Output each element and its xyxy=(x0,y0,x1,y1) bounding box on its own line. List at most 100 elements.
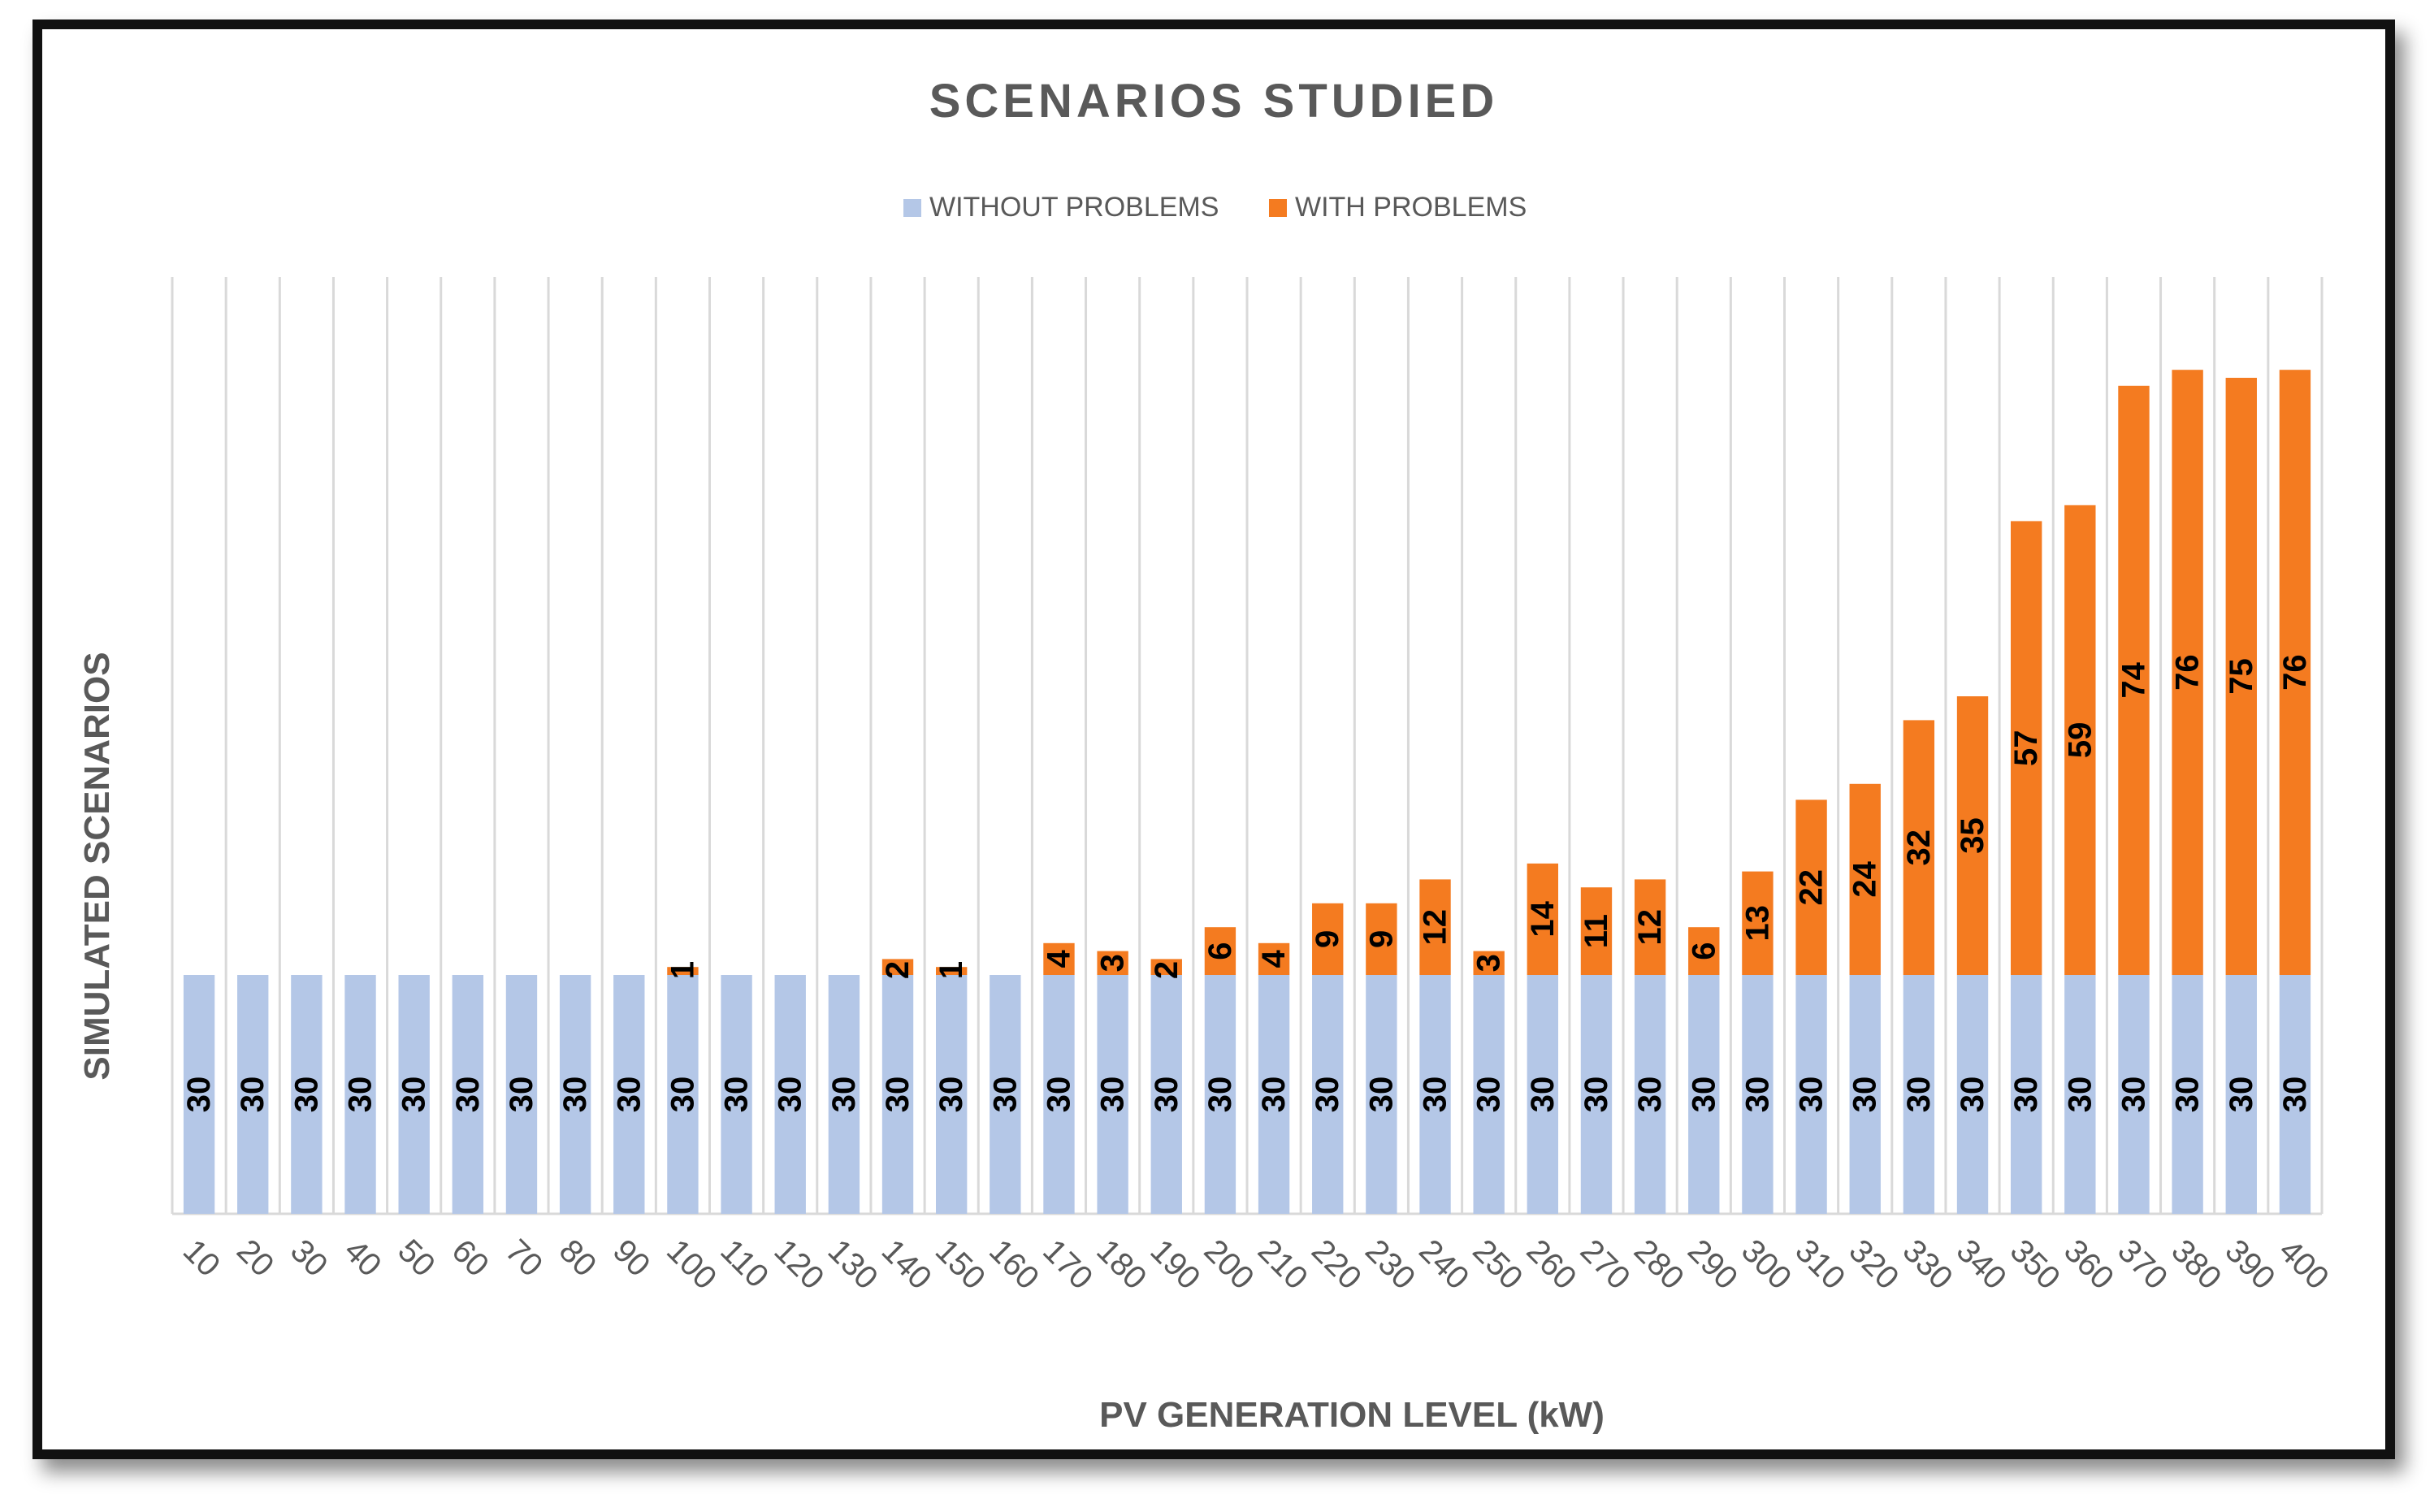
data-label-without-problems-380: 30 xyxy=(2170,1077,2206,1113)
data-label-without-problems-70: 30 xyxy=(504,1077,539,1113)
bar-without-problems-300 xyxy=(1742,975,1774,1214)
data-label-with-problems-180: 3 xyxy=(1095,954,1131,972)
bar-with-problems-300 xyxy=(1742,871,1774,975)
data-label-without-problems-370: 30 xyxy=(2116,1077,2151,1113)
bar-without-problems-370 xyxy=(2118,975,2150,1214)
bar-without-problems-20 xyxy=(237,975,269,1214)
data-label-with-problems-170: 4 xyxy=(1041,950,1076,968)
data-label-without-problems-210: 30 xyxy=(1256,1077,1292,1113)
x-tick-label-340: 340 xyxy=(1950,1233,2013,1296)
data-label-without-problems-260: 30 xyxy=(1525,1077,1561,1113)
bar-without-problems-70 xyxy=(505,975,538,1214)
bar-with-problems-340 xyxy=(1956,696,1989,975)
data-label-without-problems-160: 30 xyxy=(987,1077,1023,1113)
data-label-without-problems-320: 30 xyxy=(1847,1077,1883,1113)
data-label-with-problems-290: 6 xyxy=(1686,942,1722,960)
bar-without-problems-150 xyxy=(935,975,968,1214)
bar-without-problems-180 xyxy=(1097,975,1128,1214)
data-label-without-problems-290: 30 xyxy=(1686,1077,1722,1113)
bar-without-problems-220 xyxy=(1312,975,1344,1214)
chart-title: SCENARIOS STUDIED xyxy=(929,75,1499,128)
data-label-without-problems-250: 30 xyxy=(1471,1077,1507,1113)
bar-with-problems-220 xyxy=(1312,903,1344,975)
bar-with-problems-140 xyxy=(881,959,914,975)
bar-with-problems-270 xyxy=(1580,887,1613,975)
chart-frame: SCENARIOS STUDIED WITHOUT PROBLEMS WITH … xyxy=(32,19,2395,1459)
bar-without-problems-120 xyxy=(774,975,806,1214)
bar-with-problems-100 xyxy=(667,967,699,975)
bars xyxy=(183,370,2311,1214)
data-label-without-problems-40: 30 xyxy=(343,1077,379,1113)
bar-with-problems-250 xyxy=(1473,951,1505,975)
x-tick-label-320: 320 xyxy=(1842,1233,1905,1296)
bar-with-problems-320 xyxy=(1849,783,1881,975)
bar-without-problems-330 xyxy=(1903,975,1935,1214)
x-tick-label-360: 360 xyxy=(2057,1233,2120,1296)
data-label-without-problems-200: 30 xyxy=(1202,1077,1238,1113)
bar-without-problems-240 xyxy=(1419,975,1451,1214)
bar-without-problems-170 xyxy=(1043,975,1075,1214)
x-tick-label-370: 370 xyxy=(2111,1233,2174,1296)
bar-with-problems-280 xyxy=(1634,879,1666,975)
bar-with-problems-400 xyxy=(2279,370,2311,975)
bar-without-problems-280 xyxy=(1634,975,1666,1214)
x-tick-label-260: 260 xyxy=(1519,1233,1583,1296)
bar-without-problems-340 xyxy=(1956,975,1989,1214)
data-label-without-problems-80: 30 xyxy=(557,1077,593,1113)
legend-label-with-problems: WITH PROBLEMS xyxy=(1295,192,1527,223)
bar-with-problems-380 xyxy=(2172,370,2203,975)
x-tick-label-120: 120 xyxy=(767,1233,830,1296)
bar-without-problems-160 xyxy=(990,975,1021,1214)
data-label-with-problems-300: 13 xyxy=(1739,905,1775,942)
bar-without-problems-270 xyxy=(1580,975,1613,1214)
x-tick-label-40: 40 xyxy=(337,1233,388,1284)
bar-with-problems-170 xyxy=(1043,942,1075,975)
bar-with-problems-260 xyxy=(1527,863,1559,975)
x-tick-label-400: 400 xyxy=(2272,1233,2336,1296)
legend: WITHOUT PROBLEMS WITH PROBLEMS xyxy=(903,192,1527,223)
x-tick-label-190: 190 xyxy=(1143,1233,1206,1296)
data-label-without-problems-140: 30 xyxy=(880,1077,916,1113)
bar-without-problems-40 xyxy=(344,975,376,1214)
data-label-without-problems-340: 30 xyxy=(1955,1077,1990,1113)
bar-without-problems-320 xyxy=(1849,975,1881,1214)
data-label-without-problems-90: 30 xyxy=(611,1077,647,1113)
x-tick-label-220: 220 xyxy=(1305,1233,1368,1296)
x-tick-label-130: 130 xyxy=(821,1233,885,1296)
bar-without-problems-210 xyxy=(1258,975,1290,1214)
x-tick-label-350: 350 xyxy=(2003,1233,2067,1296)
data-label-without-problems-300: 30 xyxy=(1739,1077,1775,1113)
data-label-without-problems-100: 30 xyxy=(665,1077,700,1113)
bar-without-problems-310 xyxy=(1795,975,1827,1214)
x-tick-label-230: 230 xyxy=(1358,1233,1422,1296)
x-tick-label-160: 160 xyxy=(982,1233,1046,1296)
bar-with-problems-310 xyxy=(1795,799,1827,975)
data-label-without-problems-60: 30 xyxy=(450,1077,486,1113)
data-label-with-problems-310: 22 xyxy=(1794,869,1830,906)
x-tick-label-100: 100 xyxy=(660,1233,723,1296)
data-label-without-problems-330: 30 xyxy=(1901,1077,1937,1113)
data-label-without-problems-180: 30 xyxy=(1095,1077,1131,1113)
data-label-with-problems-330: 32 xyxy=(1901,830,1937,865)
x-tick-label-20: 20 xyxy=(230,1233,281,1284)
bar-with-problems-230 xyxy=(1366,903,1397,975)
data-label-with-problems-150: 1 xyxy=(933,961,969,979)
data-label-without-problems-390: 30 xyxy=(2224,1077,2259,1113)
x-tick-label-390: 390 xyxy=(2218,1233,2281,1296)
legend-label-without-problems: WITHOUT PROBLEMS xyxy=(929,192,1219,223)
bar-without-problems-260 xyxy=(1527,975,1559,1214)
bar-with-problems-390 xyxy=(2225,378,2257,975)
bar-without-problems-100 xyxy=(667,975,699,1214)
bar-with-problems-210 xyxy=(1258,942,1290,975)
data-label-without-problems-10: 30 xyxy=(181,1077,217,1113)
x-tick-label-180: 180 xyxy=(1089,1233,1153,1296)
data-label-without-problems-110: 30 xyxy=(719,1077,755,1113)
x-tick-label-270: 270 xyxy=(1574,1233,1637,1296)
data-label-with-problems-240: 12 xyxy=(1418,909,1453,946)
x-tick-label-30: 30 xyxy=(284,1233,335,1284)
x-tick-label-250: 250 xyxy=(1466,1233,1529,1296)
bar-with-problems-360 xyxy=(2064,505,2096,975)
bar-with-problems-350 xyxy=(2010,521,2042,975)
bar-without-problems-380 xyxy=(2172,975,2203,1214)
x-tick-label-140: 140 xyxy=(875,1233,938,1296)
